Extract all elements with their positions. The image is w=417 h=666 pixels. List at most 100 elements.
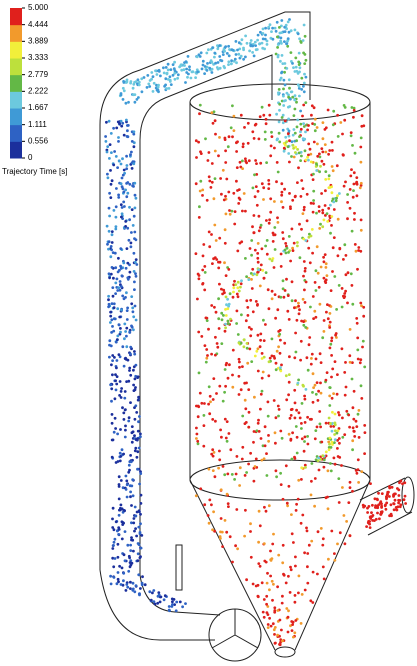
particle [284, 135, 288, 139]
particle [237, 374, 241, 378]
particle [197, 216, 201, 219]
particle [227, 432, 231, 435]
particle [254, 185, 258, 189]
particle [260, 352, 264, 355]
particle [369, 482, 372, 485]
particle [242, 345, 246, 349]
particle [324, 150, 328, 154]
particle [328, 386, 332, 389]
particle [324, 214, 327, 217]
particle [277, 553, 281, 557]
particle [210, 233, 213, 236]
particle [173, 77, 177, 81]
particle [112, 126, 115, 130]
particle [356, 412, 360, 416]
particle [112, 209, 116, 212]
particle [116, 307, 120, 311]
particle [324, 266, 328, 269]
particle [346, 193, 349, 196]
particle [315, 169, 319, 172]
particle [325, 274, 329, 277]
particle [251, 51, 255, 54]
particle [167, 87, 171, 90]
particle [278, 328, 282, 332]
particle [371, 503, 374, 507]
particle [324, 450, 328, 454]
particle [250, 327, 253, 331]
particle [127, 379, 131, 383]
particle [263, 37, 267, 41]
particle [301, 114, 304, 118]
particle [110, 266, 114, 269]
particle [385, 501, 389, 505]
particle [156, 85, 160, 89]
particle [371, 519, 374, 522]
particle [105, 224, 109, 228]
particle [276, 46, 279, 49]
particle [118, 451, 122, 455]
particle [296, 83, 300, 87]
particle [271, 26, 274, 30]
particle [313, 123, 317, 126]
particle [282, 94, 285, 98]
particle [299, 339, 303, 343]
particle [140, 90, 144, 94]
particle [291, 62, 294, 65]
particle [356, 348, 360, 352]
particle [206, 159, 210, 162]
particle [235, 141, 238, 145]
particle [123, 559, 127, 563]
particle [122, 89, 126, 93]
particle [137, 83, 141, 87]
particle [277, 131, 281, 135]
particle [303, 267, 307, 270]
particle [302, 237, 306, 241]
particle [352, 182, 356, 186]
particle [280, 24, 283, 28]
particle [111, 373, 114, 377]
particle [107, 240, 111, 244]
particle [111, 251, 115, 255]
particle [252, 231, 256, 235]
particle [128, 270, 132, 274]
particle [350, 284, 354, 287]
particle [110, 233, 114, 237]
particle [327, 440, 331, 444]
particle [235, 292, 239, 296]
particle [117, 140, 120, 143]
particle [271, 598, 274, 602]
particle [139, 493, 143, 497]
particle [348, 534, 352, 538]
particle [225, 52, 229, 55]
particle [267, 360, 271, 364]
particle [110, 318, 114, 322]
particle [296, 181, 299, 185]
particle [237, 52, 241, 56]
particle [255, 173, 259, 176]
particle [195, 404, 198, 408]
particle [124, 296, 127, 299]
particle [143, 583, 147, 587]
particle [239, 341, 243, 345]
particle [112, 528, 116, 532]
particle [282, 295, 286, 299]
particle [280, 116, 284, 119]
tick-label: 0 [28, 153, 33, 162]
particle [245, 299, 249, 303]
particle [298, 222, 301, 226]
particle [205, 198, 209, 202]
particle [300, 154, 303, 158]
particle [283, 30, 287, 33]
particle [247, 326, 251, 329]
particle [237, 202, 241, 205]
particle [314, 315, 318, 319]
particle [121, 187, 125, 191]
particle [115, 277, 119, 281]
particle [213, 305, 216, 309]
particle [316, 154, 320, 158]
particle [113, 251, 117, 255]
particle [306, 415, 309, 419]
particle [237, 188, 241, 192]
particle [283, 70, 286, 74]
particle [203, 402, 206, 405]
